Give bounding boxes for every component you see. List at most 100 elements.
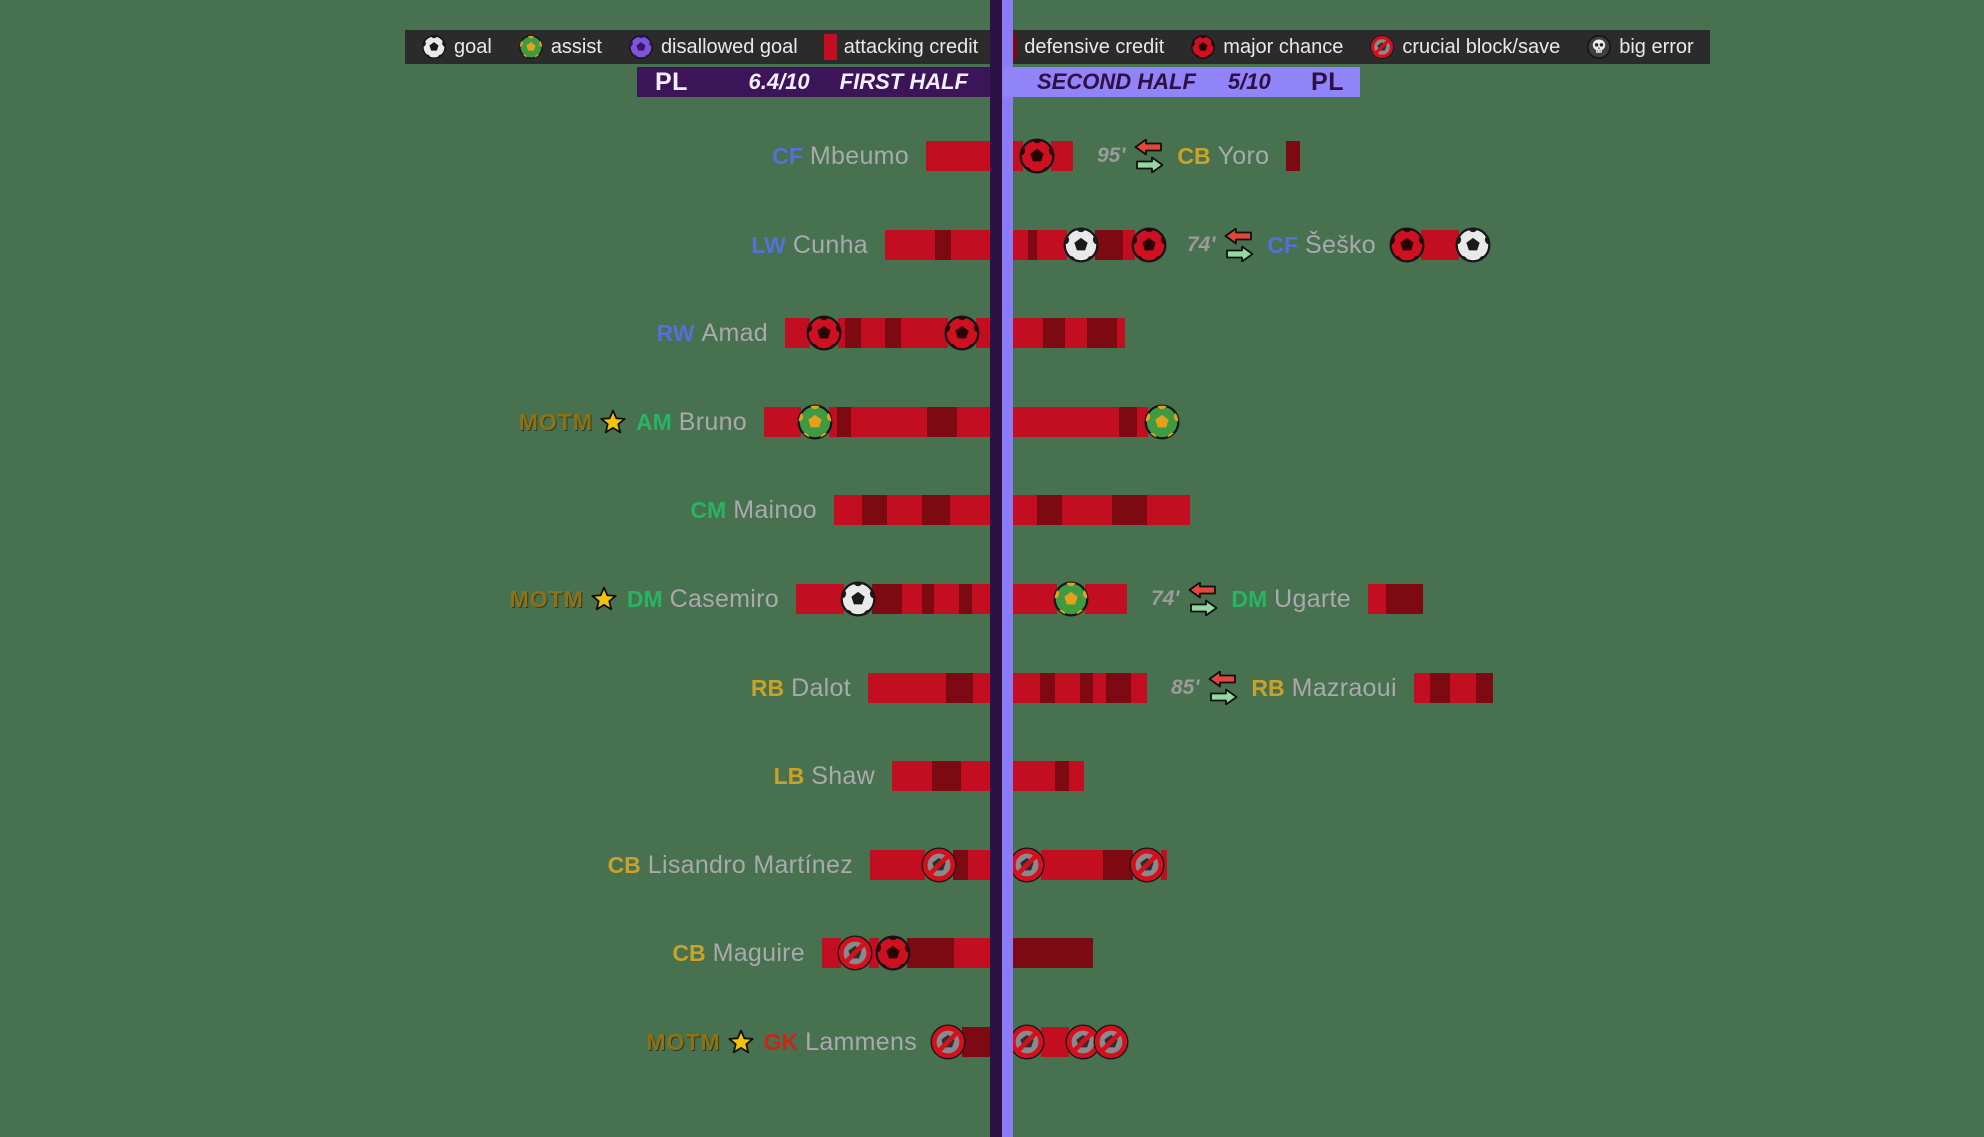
defensive-credit-bar: [946, 673, 973, 703]
attacking-credit-bar: [972, 584, 990, 614]
attacking-credit-bar: [1093, 673, 1106, 703]
substitution-icon: [1188, 582, 1218, 616]
second-half-label: SECOND HALF: [1037, 69, 1196, 94]
position-label: CB: [672, 939, 706, 966]
attacking-credit-bar: [926, 141, 990, 171]
defensive-credit-bar: [1080, 673, 1093, 703]
player-name[interactable]: Mainoo: [733, 495, 817, 524]
player-row-second-half: 85' RB Mazraoui: [1013, 666, 1493, 710]
player-name[interactable]: Lisandro Martínez: [647, 850, 853, 879]
attacking-credit-bar: [870, 850, 925, 880]
position-label: RB: [1251, 674, 1285, 701]
attacking-credit-bar: [785, 318, 810, 348]
attacking-credit-bar: [950, 495, 990, 525]
legend-bar: goal assist disallowed goal attacking credi…: [405, 30, 1710, 64]
player-row-first-half: RB Dalot: [745, 666, 990, 710]
first-half-rating: 6.4/10: [748, 69, 810, 94]
attacking-credit-bar: [934, 584, 959, 614]
legend-item-major: major chance: [1190, 34, 1343, 60]
defensive-credit-bar: [837, 407, 851, 437]
defensive-credit-bar: [935, 230, 951, 260]
error-icon: [1586, 34, 1612, 60]
block-icon: [1008, 1023, 1046, 1061]
assist-icon: [796, 403, 834, 441]
defensive-credit-bar: [932, 761, 961, 791]
defensive-credit-bar: [922, 584, 934, 614]
attacking-credit-bar: [1041, 850, 1103, 880]
defensive-credit-bar: [1106, 673, 1131, 703]
goal-icon: [421, 34, 447, 60]
major-icon: [1388, 226, 1426, 264]
player-name[interactable]: Maguire: [712, 938, 805, 967]
attacking-credit-bar: [851, 407, 927, 437]
position-label: CF: [772, 142, 803, 169]
player-name[interactable]: Mazraoui: [1291, 673, 1397, 702]
major-icon: [943, 314, 981, 352]
player-name[interactable]: Amad: [701, 318, 768, 347]
position-label: AM: [636, 408, 672, 435]
player-name[interactable]: Mbeumo: [809, 141, 909, 170]
major-icon: [805, 314, 843, 352]
player-name[interactable]: Bruno: [678, 407, 747, 436]
block-icon: [1369, 34, 1395, 60]
defensive-credit-bar: [885, 318, 901, 348]
player-name[interactable]: Dalot: [791, 673, 851, 702]
player-name[interactable]: Cunha: [792, 230, 868, 259]
defensive-credit-bar: [927, 407, 957, 437]
substitution-icon: [1208, 671, 1238, 705]
attacking-credit-bar: [1051, 141, 1073, 171]
attacking-credit-bar: [1065, 318, 1087, 348]
player-row-first-half: LB Shaw: [768, 754, 990, 798]
defensive-credit-bar: [1475, 673, 1493, 703]
legend-item-error: big error: [1586, 34, 1694, 60]
attacking-credit-bar: [1055, 673, 1080, 703]
attacking-credit-bar: [1085, 584, 1127, 614]
substitution-icon: [1224, 228, 1254, 262]
position-label: CB: [607, 851, 641, 878]
attacking-credit-bar: [951, 230, 990, 260]
player-name[interactable]: Lammens: [805, 1027, 917, 1056]
player-name[interactable]: Casemiro: [669, 584, 779, 613]
defensive-credit-bar: [1028, 230, 1037, 260]
player-name[interactable]: Yoro: [1217, 141, 1270, 170]
player-row-second-half: [1013, 400, 1180, 444]
position-label: DM: [626, 585, 663, 612]
player-name[interactable]: Ugarte: [1274, 584, 1351, 613]
first-half-label: FIRST HALF: [839, 69, 968, 94]
attacking-credit-swatch: [823, 34, 837, 60]
defensive-credit-bar: [962, 1027, 990, 1057]
player-row-second-half: 74' CF Šeško: [1013, 223, 1491, 267]
attacking-credit-bar: [961, 761, 990, 791]
position-label: GK: [763, 1028, 799, 1055]
legend-item-assist: assist: [518, 34, 602, 60]
substitution-minute: 74': [1187, 233, 1216, 256]
attacking-credit-bar: [892, 761, 932, 791]
attacking-credit-bar: [1013, 407, 1119, 437]
player-row-first-half: CB Maguire: [666, 931, 990, 975]
attacking-credit-bar: [822, 938, 841, 968]
attacking-credit-bar: [968, 850, 990, 880]
attacking-credit-bar: [796, 584, 844, 614]
attacking-credit-bar: [976, 318, 990, 348]
player-name[interactable]: Shaw: [811, 761, 875, 790]
position-label: RB: [750, 674, 785, 701]
attacking-credit-bar: [902, 584, 922, 614]
attacking-credit-bar: [834, 495, 862, 525]
player-row-second-half: [1013, 488, 1190, 532]
major-icon: [874, 934, 912, 972]
defensive-credit-bar: [1119, 407, 1137, 437]
legend-item-block: crucial block/save: [1369, 34, 1560, 60]
major-icon: [1190, 34, 1216, 60]
legend-label: defensive credit: [1024, 35, 1165, 58]
substitution-icon: [1134, 139, 1164, 173]
player-row-first-half: RW Amad: [651, 311, 990, 355]
player-row-first-half: CB Lisandro Martínez: [602, 843, 990, 887]
motm-label: MOTM: [518, 408, 593, 435]
player-name[interactable]: Šeško: [1305, 230, 1377, 259]
legend-label: disallowed goal: [660, 35, 798, 58]
player-row-second-half: [1013, 311, 1125, 355]
defensive-credit-bar: [862, 495, 887, 525]
defensive-credit-bar: [1095, 230, 1123, 260]
attacking-credit-bar: [1041, 1027, 1069, 1057]
attacking-credit-bar: [1013, 318, 1043, 348]
